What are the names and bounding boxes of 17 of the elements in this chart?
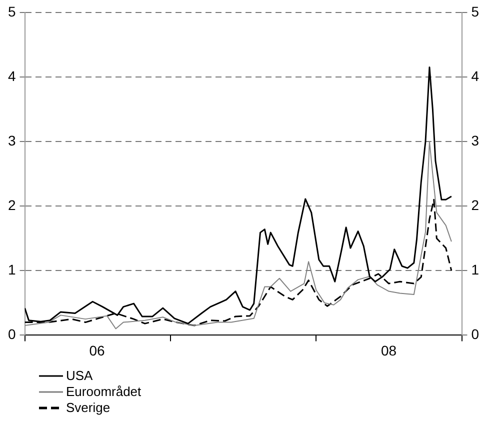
y2-tick-label: 3 [471,132,480,148]
y-tick-label: 4 [8,68,16,84]
y-tick-label: 2 [8,196,16,213]
y2-tick-label: 0 [471,326,480,342]
y-tick-label: 1 [8,262,16,278]
y2-tick-label: 4 [471,68,480,84]
y-tick-label: 0 [8,326,16,342]
y2-tick-label: 5 [471,3,480,20]
legend-label: Sverige [66,400,110,416]
y-tick-label: 5 [8,3,16,20]
legend-label: USA [66,368,93,384]
x-tick-label: 08 [380,342,397,358]
y2-tick-label: 1 [471,262,480,278]
y-tick-label: 3 [8,132,16,148]
legend-label: Euroområdet [66,384,142,400]
x-tick-label: 06 [89,342,106,358]
y2-tick-label: 2 [471,196,480,213]
